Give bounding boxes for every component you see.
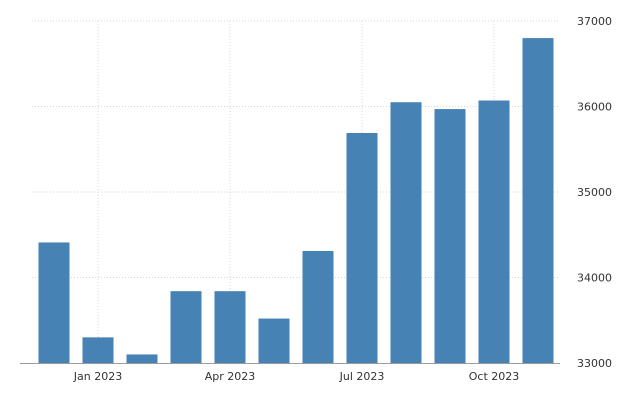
x-axis-tick-labels: Jan 2023 Apr 2023 Jul 2023 Oct 2023 — [73, 370, 519, 383]
x-tick-label: Oct 2023 — [469, 370, 520, 383]
bar — [214, 291, 246, 363]
x-tick-label: Jan 2023 — [73, 370, 122, 383]
bar — [170, 291, 202, 363]
y-tick-label: 35000 — [577, 186, 612, 199]
bar — [82, 337, 114, 363]
bar — [302, 250, 334, 363]
bar — [126, 354, 158, 363]
x-tick-label: Apr 2023 — [205, 370, 256, 383]
y-tick-label: 37000 — [577, 15, 612, 28]
bars — [38, 38, 554, 363]
y-axis-tick-labels: 33000 34000 35000 36000 37000 — [577, 15, 612, 370]
bar — [258, 318, 290, 363]
bar — [434, 109, 466, 363]
bar — [390, 102, 422, 363]
x-tick-label: Jul 2023 — [339, 370, 385, 383]
bar — [522, 38, 554, 363]
bar — [38, 242, 70, 363]
y-tick-label: 36000 — [577, 101, 612, 114]
bar — [346, 133, 378, 363]
y-tick-label: 33000 — [577, 357, 612, 370]
y-tick-label: 34000 — [577, 272, 612, 285]
bar — [478, 100, 510, 363]
